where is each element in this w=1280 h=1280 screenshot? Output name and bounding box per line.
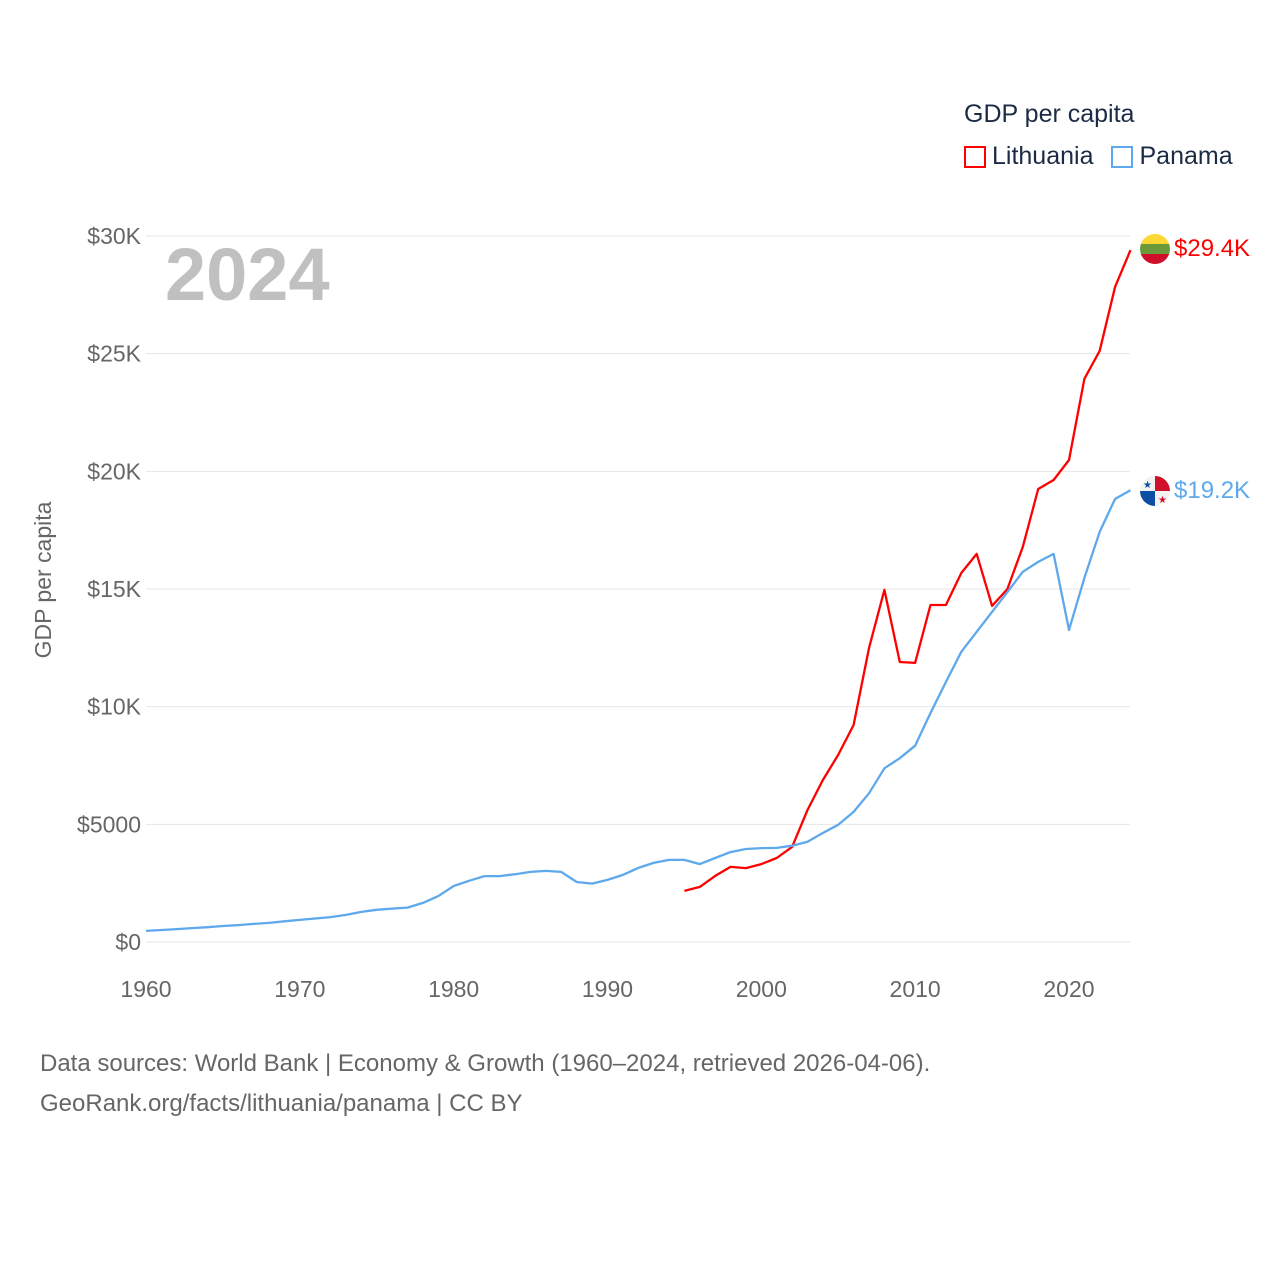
y-tick-label: $5000 [77,811,141,837]
attribution-link[interactable]: GeoRank.org/facts/lithuania/panama | CC … [40,1090,523,1117]
panama-line [145,489,1132,933]
y-tick-label: $15K [87,576,141,602]
legend-label: Lithuania [992,142,1094,170]
x-tick-label: 1960 [120,976,171,1002]
lithuania-swatch-icon [964,145,986,168]
data-sources-text: Data sources: World Bank | Economy & Gro… [40,1050,931,1077]
x-tick-label: 2000 [736,976,787,1002]
legend-item-panama[interactable]: Panama [1111,142,1233,171]
x-tick-label: 1990 [582,976,633,1002]
y-tick-label: $30K [87,223,141,249]
y-tick-label: $25K [87,341,141,367]
year-label: 2024 [165,233,330,316]
panama-swatch-icon [1111,145,1134,168]
y-tick-label: $20K [87,458,141,484]
x-tick-label: 1970 [274,976,325,1002]
lithuania-line [684,249,1132,893]
panama-flag-icon: ★ ★ [1140,476,1170,506]
legend-label: Panama [1139,142,1233,170]
svg-text:★: ★ [1143,480,1152,491]
panama-end-label: $19.2K [1174,477,1250,504]
lithuania-flag-icon [1140,234,1170,264]
legend-item-lithuania[interactable]: Lithuania [964,142,1093,171]
y-tick-label: $10K [87,694,141,720]
legend-title: GDP per capita [964,100,1135,128]
legend: Lithuania Panama [964,142,1233,171]
x-tick-label: 1980 [428,976,479,1002]
x-tick-label: 2010 [890,976,941,1002]
y-axis-label: GDP per capita [30,501,56,658]
y-tick-label: $0 [115,929,141,955]
footer: Data sources: World Bank | Economy & Gro… [40,1044,930,1124]
lithuania-end-label: $29.4K [1174,235,1250,262]
x-tick-label: 2020 [1043,976,1094,1002]
svg-text:★: ★ [1158,495,1167,506]
